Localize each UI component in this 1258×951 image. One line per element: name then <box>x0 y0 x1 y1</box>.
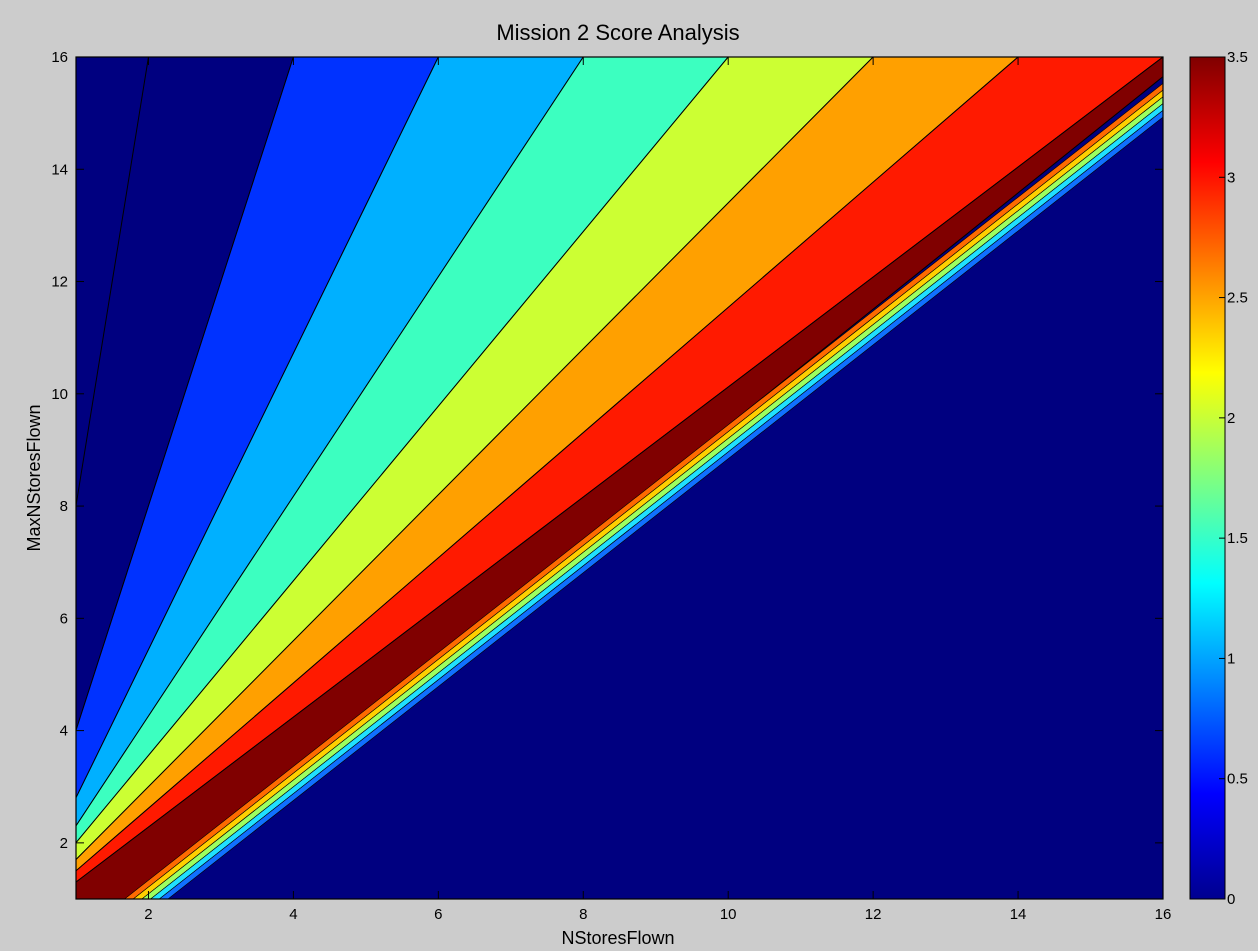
y-axis-label: MaxNStoresFlown <box>24 404 44 551</box>
chart-title: Mission 2 Score Analysis <box>496 20 739 45</box>
y-tick-label: 6 <box>60 610 68 627</box>
x-tick-label: 4 <box>289 906 297 923</box>
x-tick-label: 2 <box>144 906 152 923</box>
colorbar-tick-label: 3 <box>1227 169 1235 186</box>
colorbar-tick-label: 1 <box>1227 650 1235 667</box>
falloff-strip <box>158 109 1163 899</box>
falloff-strip <box>132 89 1163 899</box>
x-tick-label: 8 <box>579 906 587 923</box>
colorbar-tick-label: 2.5 <box>1227 290 1248 307</box>
falloff-strip <box>150 103 1163 899</box>
x-tick-label: 16 <box>1155 906 1172 923</box>
y-tick-label: 10 <box>51 386 68 403</box>
y-axis-ticks: 2 4 6 8 10 12 14 16 <box>51 49 1163 852</box>
plot-frame <box>75 56 1164 900</box>
colorbar-tick-label: 1.5 <box>1227 530 1248 547</box>
colorbar-ticks: 0 0.5 1 1.5 2 2.5 3 3.5 <box>1219 49 1248 908</box>
y-tick-label: 2 <box>60 835 68 852</box>
contour-bands <box>76 57 1163 899</box>
y-tick-label: 4 <box>60 723 68 740</box>
x-tick-label: 12 <box>865 906 882 923</box>
colorbar-tick-label: 3.5 <box>1227 49 1248 66</box>
colorbar-tick-label: 0.5 <box>1227 771 1248 788</box>
y-tick-label: 8 <box>60 498 68 515</box>
x-axis-ticks: 2 4 6 8 10 12 14 16 <box>144 57 1171 923</box>
y-tick-label: 14 <box>51 161 68 178</box>
x-tick-label: 10 <box>720 906 737 923</box>
colorbar-tick-label: 0 <box>1227 891 1235 908</box>
colorbar <box>1189 56 1226 900</box>
x-axis-label: NStoresFlown <box>561 928 674 948</box>
y-tick-label: 12 <box>51 274 68 291</box>
colorbar-tick-label: 2 <box>1227 410 1235 427</box>
falloff-strip <box>141 96 1163 899</box>
x-tick-label: 14 <box>1010 906 1027 923</box>
x-tick-label: 6 <box>434 906 442 923</box>
y-tick-label: 16 <box>51 49 68 66</box>
falloff-strip <box>124 83 1163 899</box>
